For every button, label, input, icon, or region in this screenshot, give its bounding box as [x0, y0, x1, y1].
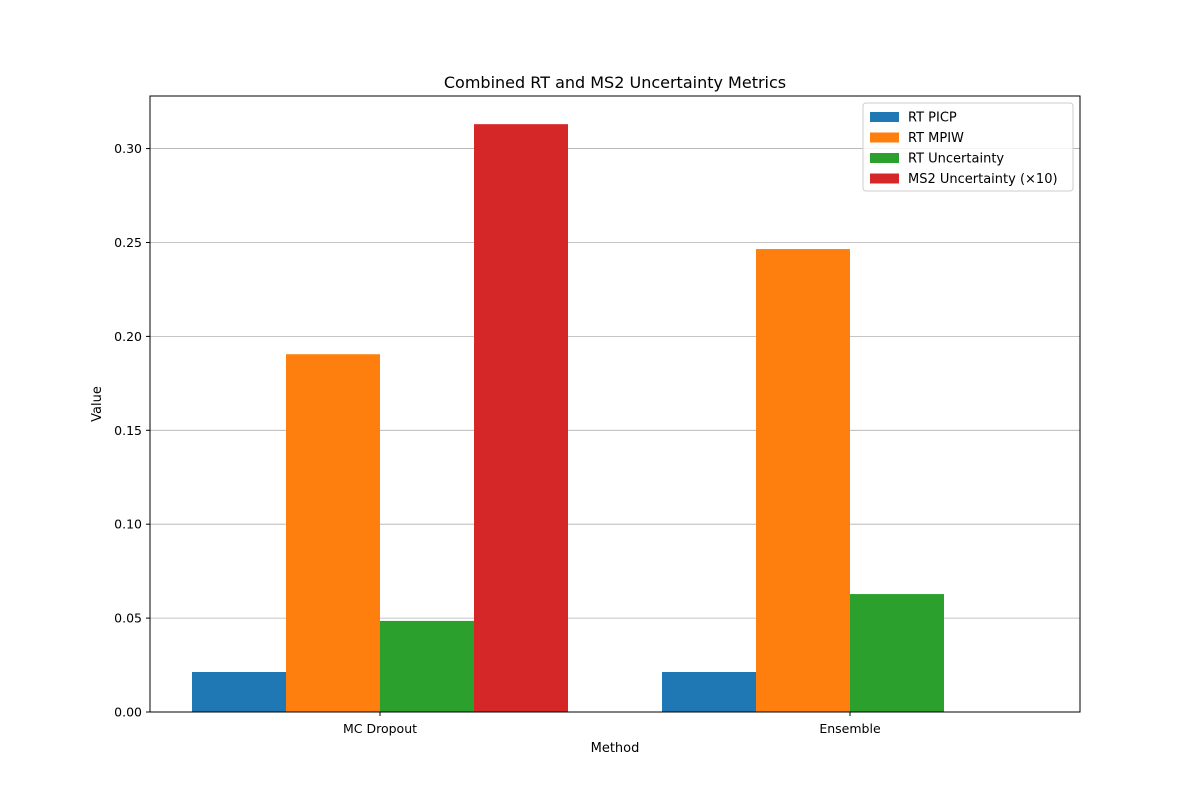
y-tick-label: 0.10	[114, 517, 142, 532]
x-axis-ticks: MC Dropout Ensemble	[343, 712, 881, 736]
bar-ms2-uncertainty-10	[474, 124, 568, 713]
bars	[192, 124, 944, 713]
x-axis-label: Method	[591, 741, 640, 756]
legend-label: RT Uncertainty	[908, 152, 1004, 167]
chart-title: Combined RT and MS2 Uncertainty Metrics	[444, 73, 786, 92]
bar-rt-mpiw	[756, 249, 850, 712]
legend: RT PICP RT MPIW RT Uncertainty MS2 Uncertai…	[862, 102, 1074, 192]
legend-swatch	[870, 112, 899, 122]
legend-swatch	[870, 173, 899, 184]
y-axis-ticks: 0.00 0.05 0.10 0.15 0.20 0.25 0.30	[114, 141, 150, 720]
legend-label: RT PICP	[908, 111, 957, 126]
bar-rt-picp	[192, 671, 286, 712]
y-axis-label: Value	[90, 386, 105, 422]
y-tick-label: 0.00	[114, 705, 142, 720]
bar-rt-mpiw	[286, 354, 380, 712]
bar-rt-picp	[662, 671, 756, 712]
plot-frame	[149, 95, 1081, 713]
x-tick-label: Ensemble	[819, 721, 881, 736]
legend-label: RT MPIW	[908, 131, 964, 146]
legend-label: MS2 Uncertainty (×10)	[908, 172, 1058, 187]
x-tick-label: MC Dropout	[343, 721, 417, 736]
y-tick-label: 0.30	[114, 141, 142, 156]
legend-swatch	[870, 153, 899, 163]
y-tick-label: 0.25	[114, 235, 142, 250]
y-tick-label: 0.05	[114, 611, 142, 626]
y-tick-label: 0.20	[114, 329, 142, 344]
bar-rt-uncertainty	[850, 594, 944, 712]
y-tick-label: 0.15	[114, 423, 142, 438]
legend-swatch	[870, 132, 899, 143]
legend-box	[862, 102, 1074, 192]
bar-rt-uncertainty	[380, 620, 474, 712]
